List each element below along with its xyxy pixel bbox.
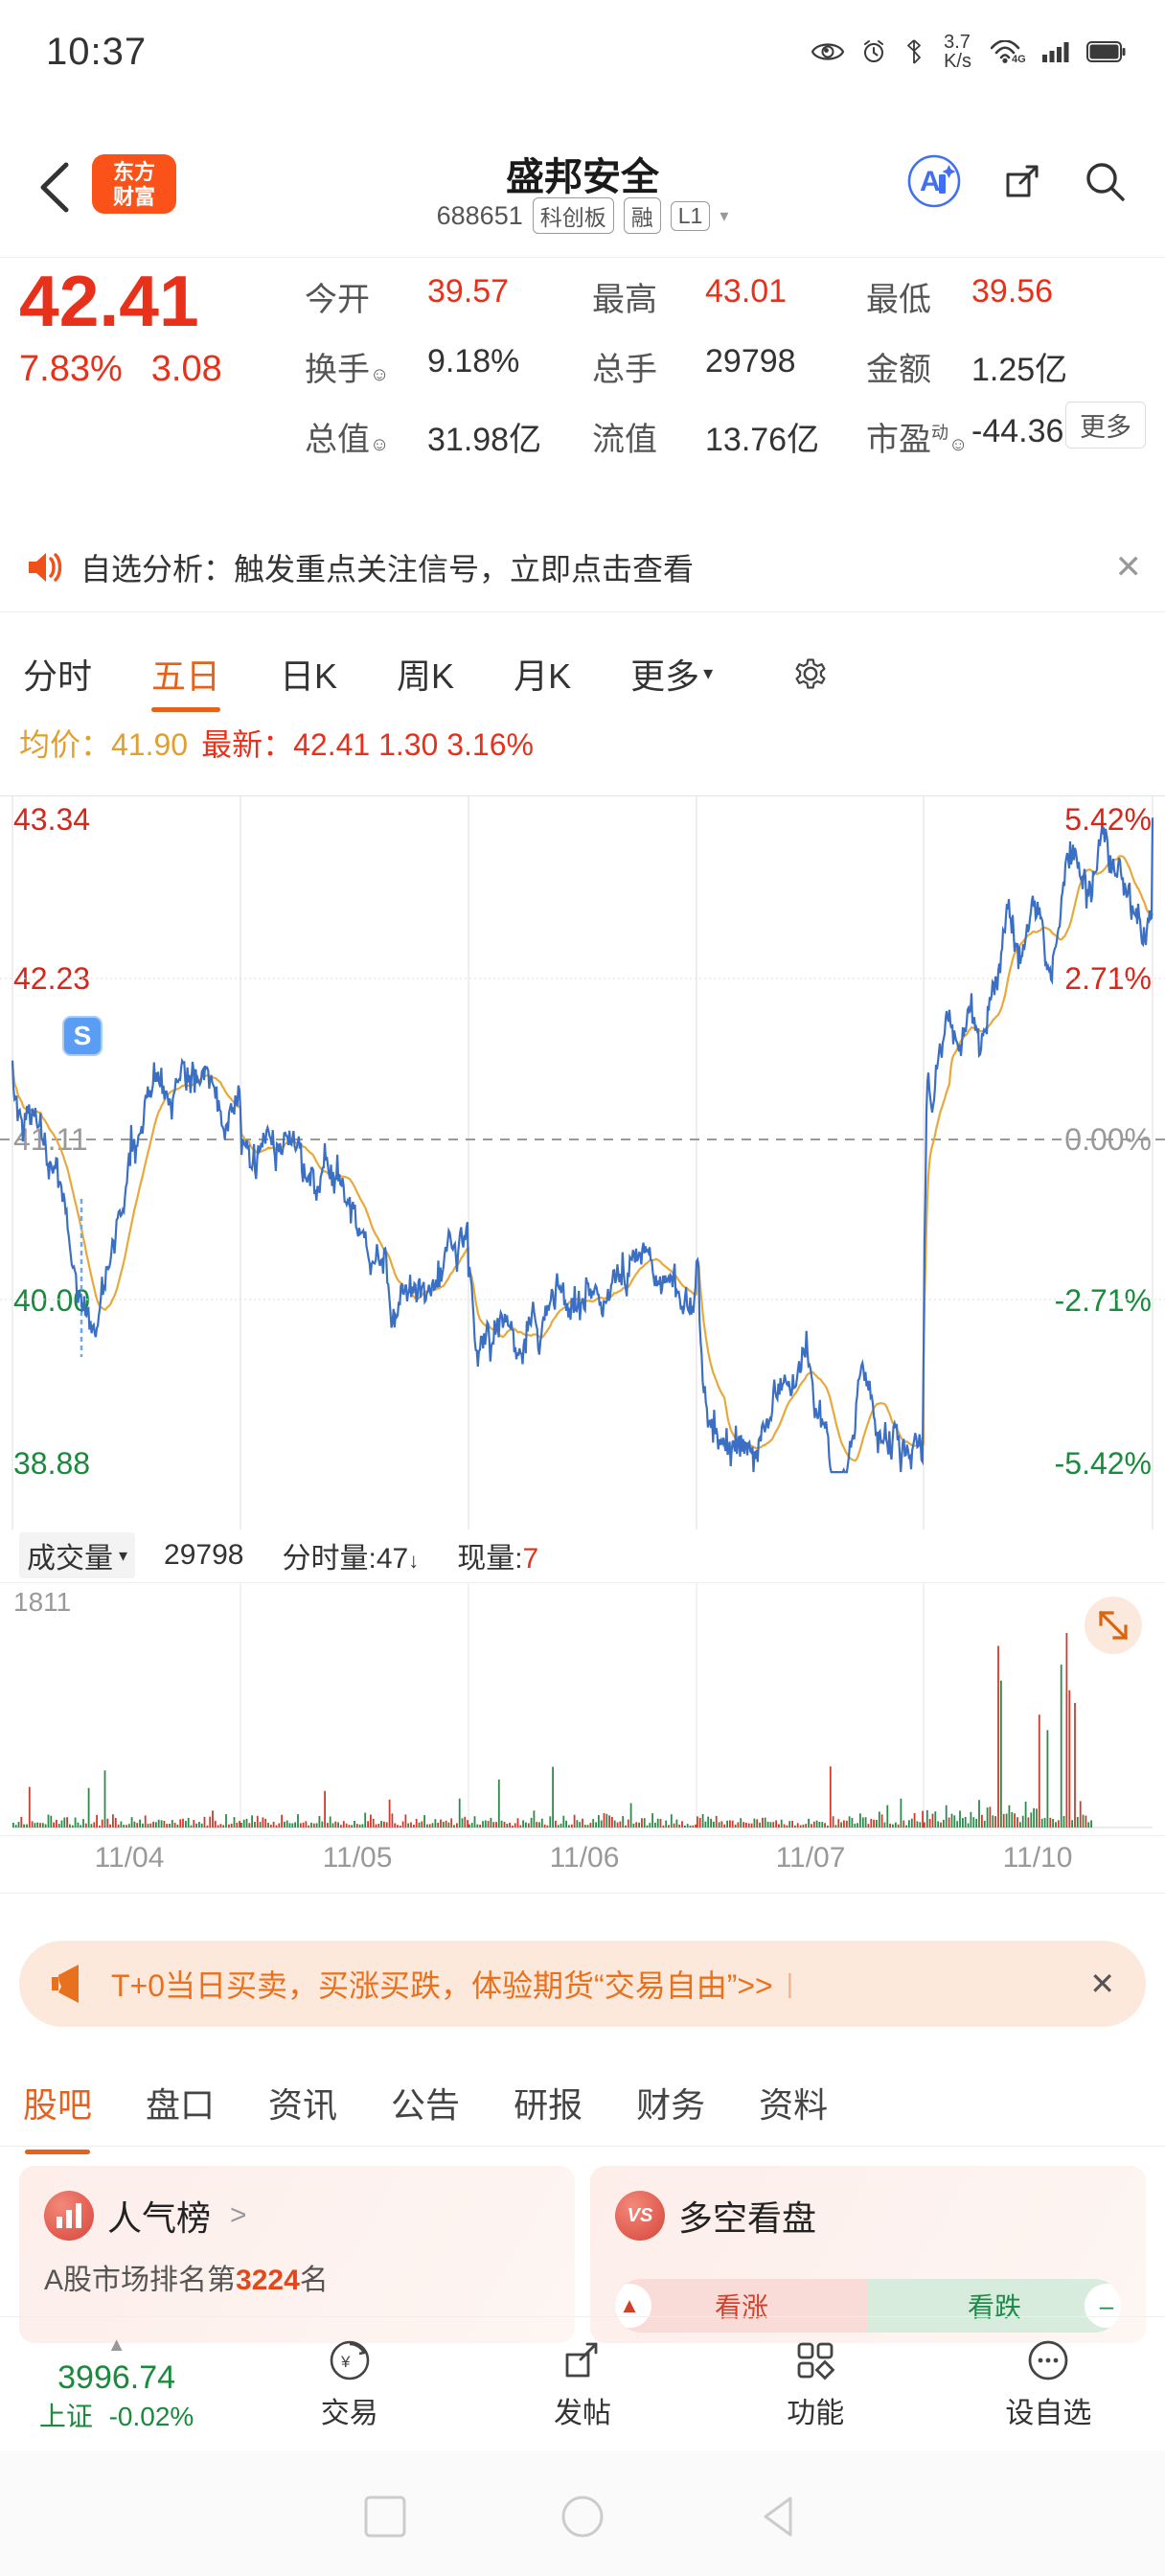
svg-text:A: A [920, 166, 941, 197]
svg-text:4G: 4G [1012, 54, 1025, 63]
svg-text:¥: ¥ [340, 2353, 351, 2371]
